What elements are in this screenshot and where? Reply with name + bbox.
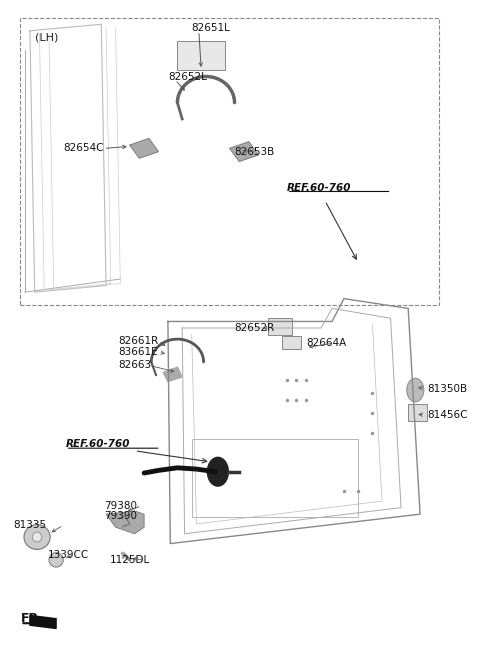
Bar xyxy=(408,405,427,420)
Text: 81350B: 81350B xyxy=(427,384,468,394)
Ellipse shape xyxy=(49,553,63,567)
Bar xyxy=(282,336,301,349)
Polygon shape xyxy=(163,367,182,382)
Text: 79380: 79380 xyxy=(104,501,137,510)
Text: (LH): (LH) xyxy=(35,32,58,42)
Text: 82663: 82663 xyxy=(118,360,151,370)
Text: 82654C: 82654C xyxy=(63,144,104,154)
Text: 83661E: 83661E xyxy=(118,347,157,357)
Text: 1339CC: 1339CC xyxy=(48,550,89,560)
Text: 82653B: 82653B xyxy=(235,147,275,157)
Text: 81456C: 81456C xyxy=(427,410,468,420)
Text: FR.: FR. xyxy=(21,612,44,625)
Bar xyxy=(268,318,292,335)
Bar xyxy=(178,41,225,70)
Text: 82661R: 82661R xyxy=(118,336,158,346)
Polygon shape xyxy=(230,142,258,161)
Text: 81335: 81335 xyxy=(13,520,47,530)
Text: REF.60-760: REF.60-760 xyxy=(287,182,351,193)
Text: 82664A: 82664A xyxy=(306,338,346,348)
Polygon shape xyxy=(30,615,56,628)
Text: 82651L: 82651L xyxy=(192,22,230,33)
Circle shape xyxy=(207,457,228,486)
Bar xyxy=(21,18,439,305)
Polygon shape xyxy=(130,138,158,158)
Bar xyxy=(192,439,358,518)
Text: REF.60-760: REF.60-760 xyxy=(66,439,130,449)
Ellipse shape xyxy=(24,525,50,550)
Ellipse shape xyxy=(32,532,42,542)
Text: 1125DL: 1125DL xyxy=(110,555,150,565)
Text: 82652R: 82652R xyxy=(235,323,275,333)
Circle shape xyxy=(407,379,424,402)
Polygon shape xyxy=(106,511,144,534)
Text: 79390: 79390 xyxy=(104,511,137,521)
Text: 82652L: 82652L xyxy=(168,72,207,81)
